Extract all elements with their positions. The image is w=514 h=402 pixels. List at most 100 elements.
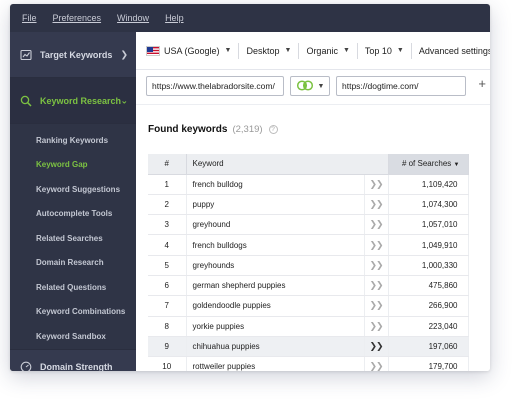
expand-arrow-icon[interactable]: ❯❯ [364, 295, 389, 317]
expand-arrow-icon[interactable]: ❯❯ [364, 336, 389, 358]
chevron-right-icon: ❯ [120, 49, 128, 59]
sidebar-subitem-ranking-keywords[interactable]: Ranking Keywords [36, 135, 109, 145]
sidebar-item-target-keywords[interactable]: Target Keywords ❯ [10, 32, 136, 78]
chevron-down-icon: ▼ [396, 47, 404, 54]
row-searches: 1,109,420 [388, 174, 469, 195]
table-row[interactable]: 6 german shepherd puppies ❯❯ 475,860 [148, 275, 469, 297]
table-row[interactable]: 7 goldendoodle puppies ❯❯ 266,900 [148, 295, 469, 317]
sidebar-subitem-keyword-suggestions[interactable]: Keyword Suggestions [36, 184, 121, 194]
sidebar-subitem-keyword-sandbox[interactable]: Keyword Sandbox [36, 331, 106, 341]
row-number: 10 [148, 356, 187, 371]
column-header-keyword[interactable]: Keyword [186, 154, 389, 175]
url-input-right[interactable]: https://dogtime.com/ [336, 76, 466, 96]
main-panel: USA (Google) ▼ Desktop ▼ Organic ▼ Top 1… [136, 32, 490, 371]
row-number: 1 [148, 174, 187, 195]
row-keyword: goldendoodle puppies [186, 295, 365, 317]
table-row[interactable]: 10 rottweiler puppies ❯❯ 179,700 [148, 356, 469, 371]
expand-arrow-icon[interactable]: ❯❯ [364, 356, 389, 371]
expand-arrow-icon[interactable]: ❯❯ [364, 316, 389, 337]
row-searches: 1,057,010 [388, 214, 469, 236]
search-icon [20, 95, 32, 107]
table-header-row: # Keyword # of Searches ▼ [148, 154, 469, 175]
row-searches: 475,860 [388, 275, 469, 297]
help-icon[interactable]: ? [268, 125, 278, 134]
row-searches: 1,049,910 [388, 234, 469, 256]
found-keywords-header: Found keywords (2,319) ? [136, 104, 490, 154]
expand-arrow-icon[interactable]: ❯❯ [364, 255, 389, 276]
row-keyword: french bulldogs [186, 234, 365, 256]
menu-file[interactable]: File [22, 13, 37, 23]
row-keyword: greyhound [186, 214, 365, 236]
row-searches: 179,700 [388, 356, 469, 371]
row-searches: 223,040 [388, 316, 469, 337]
sidebar-subitem-keyword-combinations[interactable]: Keyword Combinations [36, 307, 126, 317]
menu-help[interactable]: Help [165, 13, 184, 23]
compare-mode-dropdown[interactable]: ▼ [290, 76, 330, 96]
row-number: 6 [148, 275, 187, 297]
app-window: File Preferences Window Help Target Keyw… [10, 4, 490, 371]
chevron-down-icon: ⌄ [120, 95, 128, 105]
row-searches: 197,060 [388, 336, 469, 358]
chevron-down-icon: ▼ [317, 82, 325, 90]
sidebar-subitem-related-searches[interactable]: Related Searches [36, 233, 103, 243]
row-keyword: rottweiler puppies [186, 356, 365, 371]
sort-desc-icon: ▼ [453, 162, 460, 169]
column-header-searches[interactable]: # of Searches ▼ [388, 154, 469, 175]
top-results-dropdown[interactable]: Top 10 ▼ [358, 42, 412, 59]
table-row[interactable]: 3 greyhound ❯❯ 1,057,010 [148, 214, 469, 236]
row-keyword: greyhounds [186, 255, 365, 276]
chevron-down-icon: ▼ [224, 47, 232, 54]
row-keyword: chihuahua puppies [186, 336, 365, 358]
expand-arrow-icon[interactable]: ❯❯ [364, 275, 389, 297]
gauge-icon [20, 361, 32, 371]
row-number: 4 [148, 234, 187, 256]
sidebar-subitem-keyword-gap[interactable]: Keyword Gap [36, 160, 88, 170]
expand-arrow-icon[interactable]: ❯❯ [364, 174, 389, 195]
found-keywords-count: (2,319) [232, 124, 263, 135]
expand-arrow-icon[interactable]: ❯❯ [364, 194, 389, 216]
advanced-settings-dropdown[interactable]: Advanced settings ▼ [418, 45, 490, 56]
table-row[interactable]: 9 chihuahua puppies ❯❯ 197,060 [148, 336, 469, 358]
sidebar-item-domain-strength[interactable]: Domain Strength [10, 348, 136, 371]
keyword-research-submenu: Ranking Keywords Keyword Gap Keyword Sug… [10, 124, 136, 349]
sidebar-item-label: Target Keywords [40, 49, 113, 60]
menu-preferences[interactable]: Preferences [52, 13, 102, 23]
us-flag-icon [146, 45, 160, 56]
sidebar-subitem-autocomplete-tools[interactable]: Autocomplete Tools [36, 209, 113, 219]
table-row[interactable]: 2 puppy ❯❯ 1,074,300 [148, 194, 469, 216]
row-number: 8 [148, 316, 187, 337]
settings-toolbar: USA (Google) ▼ Desktop ▼ Organic ▼ Top 1… [136, 32, 490, 70]
row-keyword: puppy [186, 194, 365, 216]
row-number: 9 [148, 336, 187, 358]
target-keywords-icon [20, 49, 32, 61]
sidebar-item-keyword-research[interactable]: Keyword Research ⌄ [10, 78, 136, 124]
intersection-icon [296, 79, 314, 93]
device-dropdown[interactable]: Desktop ▼ [239, 42, 300, 59]
table-row[interactable]: 5 greyhounds ❯❯ 1,000,330 [148, 255, 469, 276]
keywords-table: # Keyword # of Searches ▼ 1 french bulldo… [148, 154, 469, 371]
add-url-button[interactable]: + [478, 76, 486, 91]
row-searches: 1,000,330 [388, 255, 469, 276]
sidebar-item-label: Keyword Research [40, 95, 122, 106]
column-header-number[interactable]: # [148, 154, 187, 175]
row-number: 3 [148, 214, 187, 236]
found-keywords-title: Found keywords [148, 124, 228, 135]
sidebar: Target Keywords ❯ Keyword Research ⌄ Ran… [10, 32, 136, 371]
expand-arrow-icon[interactable]: ❯❯ [364, 234, 389, 256]
sidebar-subitem-related-questions[interactable]: Related Questions [36, 282, 107, 292]
row-searches: 266,900 [388, 295, 469, 317]
table-row[interactable]: 4 french bulldogs ❯❯ 1,049,910 [148, 234, 469, 256]
menubar: File Preferences Window Help [10, 4, 490, 32]
country-dropdown[interactable]: USA (Google) ▼ [146, 42, 240, 59]
expand-arrow-icon[interactable]: ❯❯ [364, 214, 389, 236]
row-keyword: german shepherd puppies [186, 275, 365, 297]
row-number: 2 [148, 194, 187, 216]
menu-window[interactable]: Window [117, 13, 150, 23]
url-input-left[interactable]: https://www.thelabradorsite.com/ [146, 76, 284, 96]
row-keyword: yorkie puppies [186, 316, 365, 337]
table-row[interactable]: 8 yorkie puppies ❯❯ 223,040 [148, 316, 469, 337]
sidebar-subitem-domain-research[interactable]: Domain Research [36, 258, 104, 268]
table-row[interactable]: 1 french bulldog ❯❯ 1,109,420 [148, 174, 469, 195]
search-type-dropdown[interactable]: Organic ▼ [299, 42, 358, 59]
row-searches: 1,074,300 [388, 194, 469, 216]
